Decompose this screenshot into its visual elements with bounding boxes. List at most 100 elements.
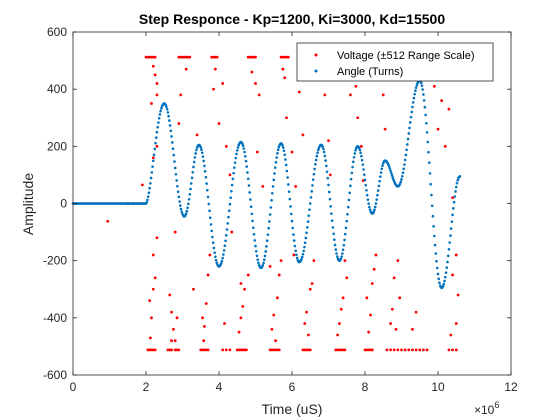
angle-point bbox=[262, 261, 265, 265]
angle-point bbox=[449, 227, 453, 230]
voltage-point bbox=[389, 322, 392, 325]
angle-point bbox=[444, 271, 448, 275]
angle-point bbox=[301, 252, 305, 256]
angle-point bbox=[189, 182, 193, 185]
angle-point bbox=[168, 124, 172, 127]
angle-point bbox=[176, 184, 179, 188]
y-tick-label: -200 bbox=[43, 254, 67, 268]
voltage-point bbox=[398, 296, 402, 300]
angle-point bbox=[282, 149, 286, 153]
voltage-point bbox=[385, 348, 389, 352]
voltage-point bbox=[254, 82, 257, 85]
angle-point bbox=[430, 193, 433, 197]
voltage-point bbox=[150, 102, 153, 105]
angle-point bbox=[362, 173, 366, 176]
angle-point bbox=[429, 182, 433, 186]
angle-point bbox=[303, 245, 306, 249]
voltage-point bbox=[436, 127, 440, 131]
voltage-point bbox=[106, 219, 110, 223]
voltage-point bbox=[294, 184, 298, 188]
angle-point bbox=[316, 151, 319, 155]
angle-point bbox=[425, 122, 428, 125]
angle-point bbox=[434, 252, 438, 255]
angle-point bbox=[173, 160, 176, 163]
voltage-point bbox=[268, 264, 272, 268]
angle-point bbox=[315, 154, 319, 158]
angle-point bbox=[187, 198, 191, 201]
angle-point bbox=[454, 190, 457, 193]
voltage-point bbox=[274, 339, 277, 343]
angle-point bbox=[230, 183, 234, 187]
voltage-point bbox=[203, 325, 206, 328]
voltage-point bbox=[150, 316, 153, 320]
angle-point bbox=[188, 193, 192, 196]
angle-point bbox=[358, 148, 362, 152]
angle-point bbox=[168, 119, 171, 122]
angle-point bbox=[303, 241, 307, 245]
angle-point bbox=[266, 233, 270, 236]
angle-point bbox=[170, 135, 173, 138]
angle-point bbox=[367, 202, 370, 205]
angle-point bbox=[381, 164, 384, 167]
voltage-point bbox=[449, 333, 453, 337]
angle-point bbox=[349, 184, 352, 188]
angle-point bbox=[270, 199, 273, 202]
angle-point bbox=[249, 198, 252, 201]
angle-point bbox=[295, 253, 298, 257]
voltage-point bbox=[241, 305, 245, 308]
angle-point bbox=[335, 255, 339, 258]
angle-point bbox=[422, 93, 425, 96]
voltage-point bbox=[451, 196, 454, 200]
angle-point bbox=[289, 212, 293, 216]
angle-point bbox=[204, 176, 208, 179]
angle-point bbox=[272, 178, 276, 182]
angle-point bbox=[158, 113, 162, 116]
voltage-point bbox=[414, 348, 418, 352]
angle-point bbox=[334, 248, 338, 251]
voltage-point bbox=[151, 287, 155, 291]
voltage-point bbox=[195, 133, 199, 137]
angle-point bbox=[157, 121, 160, 124]
voltage-point bbox=[374, 253, 378, 257]
angle-point bbox=[160, 107, 163, 110]
angle-point bbox=[175, 179, 178, 182]
x-tick-label: 8 bbox=[362, 380, 369, 394]
voltage-point bbox=[396, 259, 400, 263]
angle-point bbox=[150, 171, 154, 174]
angle-point bbox=[354, 149, 357, 152]
voltage-point bbox=[443, 144, 447, 148]
angle-point bbox=[421, 88, 424, 91]
voltage-point bbox=[370, 348, 374, 352]
angle-point bbox=[186, 206, 189, 210]
voltage-point bbox=[286, 55, 290, 59]
angle-point bbox=[209, 223, 213, 226]
angle-point bbox=[412, 96, 416, 100]
voltage-point bbox=[456, 293, 460, 297]
angle-point bbox=[151, 165, 154, 168]
angle-point bbox=[222, 253, 225, 256]
angle-point bbox=[357, 146, 361, 150]
voltage-point bbox=[312, 259, 316, 263]
angle-point bbox=[453, 195, 457, 198]
legend-marker-voltage bbox=[314, 53, 318, 57]
angle-point bbox=[314, 158, 318, 162]
angle-point bbox=[411, 101, 415, 104]
voltage-point bbox=[250, 70, 254, 74]
angle-point bbox=[246, 177, 250, 181]
angle-point bbox=[241, 142, 244, 145]
voltage-point bbox=[343, 348, 347, 352]
voltage-point bbox=[243, 287, 246, 291]
voltage-point bbox=[310, 282, 314, 285]
angle-point bbox=[376, 189, 380, 192]
angle-point bbox=[365, 189, 368, 192]
angle-point bbox=[361, 163, 365, 166]
y-axis-label: Amplitude bbox=[20, 173, 36, 235]
angle-point bbox=[300, 257, 303, 261]
angle-point bbox=[444, 275, 447, 279]
voltage-point bbox=[341, 296, 345, 300]
voltage-point bbox=[155, 93, 159, 97]
angle-point bbox=[201, 155, 205, 158]
angle-point bbox=[323, 154, 327, 158]
y-tick-label: 0 bbox=[60, 197, 67, 211]
